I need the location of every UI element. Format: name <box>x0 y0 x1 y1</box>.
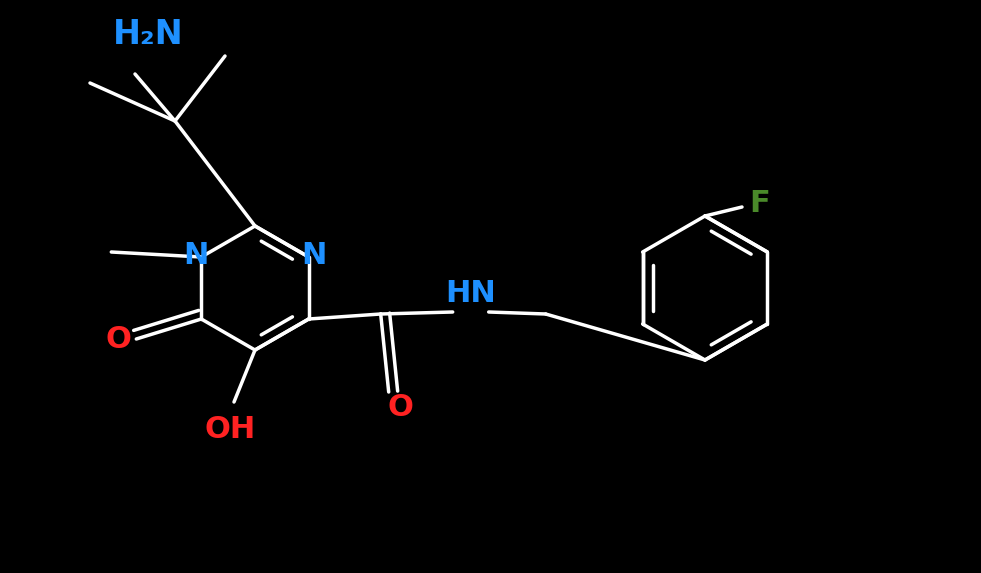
Text: HN: HN <box>445 280 496 308</box>
Text: O: O <box>105 324 131 354</box>
Text: OH: OH <box>204 415 256 445</box>
Text: O: O <box>387 393 414 422</box>
Text: F: F <box>749 190 770 218</box>
Text: H₂N: H₂N <box>113 18 183 50</box>
Text: N: N <box>183 241 209 269</box>
Text: N: N <box>301 241 327 269</box>
